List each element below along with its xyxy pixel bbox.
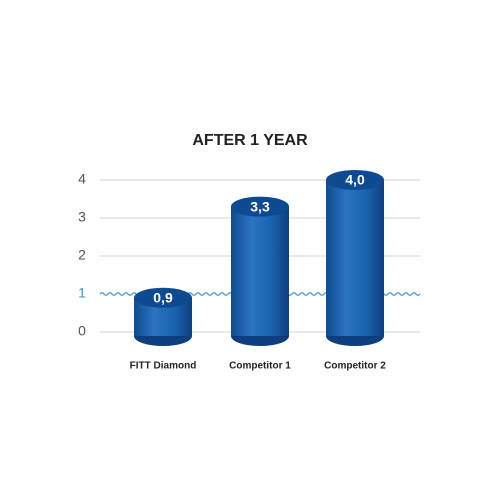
value-label: 4,0 (345, 172, 365, 188)
x-tick-label: FITT Diamond (130, 361, 197, 372)
bar-top (231, 196, 289, 217)
bar-top (134, 287, 192, 308)
bar (231, 206, 289, 336)
y-tick-label: 1 (78, 285, 86, 301)
bar (326, 180, 384, 336)
y-tick-label: 3 (78, 209, 86, 225)
x-tick-label: Competitor 2 (324, 361, 386, 372)
y-tick-label: 4 (78, 171, 86, 187)
x-tick-label: Competitor 1 (229, 361, 291, 372)
bar-top (326, 170, 384, 190)
value-label: 3,3 (250, 198, 270, 214)
y-tick-label: 2 (78, 247, 86, 263)
chart-title: AFTER 1 YEAR (192, 132, 308, 149)
y-tick-label: 0 (78, 323, 86, 339)
value-label: 0,9 (153, 290, 173, 306)
